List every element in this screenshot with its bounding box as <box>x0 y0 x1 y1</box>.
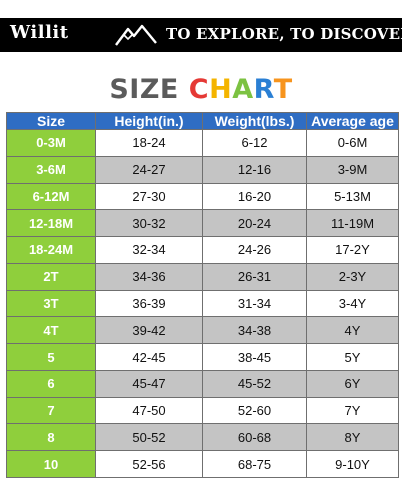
size-cell: 3T <box>6 289 96 318</box>
weight-cell: 45-52 <box>202 369 307 398</box>
height-cell: 50-52 <box>95 423 203 452</box>
size-cell: 7 <box>6 396 96 425</box>
size-cell: 4T <box>6 316 96 345</box>
table-row: 6-12M 27-30 16-20 5-13M <box>6 182 399 211</box>
size-cell: 2T <box>6 262 96 291</box>
size-cell: 0-3M <box>6 129 96 157</box>
size-chart-table: Size Height(in.) Weight(lbs.) Average ag… <box>6 112 399 478</box>
height-cell: 42-45 <box>95 343 203 371</box>
age-cell: 4Y <box>306 316 399 345</box>
age-cell: 17-2Y <box>306 236 399 264</box>
height-cell: 52-56 <box>95 450 203 478</box>
age-cell: 9-10Y <box>306 450 399 478</box>
height-cell: 27-30 <box>95 182 203 211</box>
weight-cell: 12-16 <box>202 155 307 184</box>
weight-cell: 6-12 <box>202 129 307 157</box>
height-cell: 32-34 <box>95 236 203 264</box>
weight-cell: 60-68 <box>202 423 307 452</box>
title-letter: A <box>232 74 254 105</box>
brand-banner: Willit TO EXPLORE, TO DISCOVER <box>0 18 402 52</box>
weight-cell: 52-60 <box>202 396 307 425</box>
weight-cell: 31-34 <box>202 289 307 318</box>
age-cell: 0-6M <box>306 129 399 157</box>
age-cell: 3-9M <box>306 155 399 184</box>
header-age: Average age <box>306 112 399 130</box>
height-cell: 34-36 <box>95 262 203 291</box>
table-row: 4T 39-42 34-38 4Y <box>6 316 399 345</box>
weight-cell: 68-75 <box>202 450 307 478</box>
table-body: 0-3M 18-24 6-12 0-6M 3-6M 24-27 12-16 3-9M 6-12M… <box>6 129 399 478</box>
table-row: 3-6M 24-27 12-16 3-9M <box>6 155 399 184</box>
size-cell: 12-18M <box>6 209 96 238</box>
age-cell: 11-19M <box>306 209 399 238</box>
table-row: 6 45-47 45-52 6Y <box>6 369 399 398</box>
age-cell: 7Y <box>306 396 399 425</box>
title-letter: C <box>188 74 210 105</box>
age-cell: 5-13M <box>306 182 399 211</box>
table-row: 7 47-50 52-60 7Y <box>6 396 399 425</box>
header-weight: Weight(lbs.) <box>202 112 307 130</box>
age-cell: 5Y <box>306 343 399 371</box>
table-row: 3T 36-39 31-34 3-4Y <box>6 289 399 318</box>
table-row: 2T 34-36 26-31 2-3Y <box>6 262 399 291</box>
table-row: 5 42-45 38-45 5Y <box>6 343 399 371</box>
age-cell: 3-4Y <box>306 289 399 318</box>
height-cell: 30-32 <box>95 209 203 238</box>
brand-tagline: TO EXPLORE, TO DISCOVER <box>166 25 402 43</box>
header-size: Size <box>6 112 96 130</box>
title-letter: T <box>273 74 293 105</box>
height-cell: 36-39 <box>95 289 203 318</box>
title-letter: R <box>253 74 274 105</box>
height-cell: 39-42 <box>95 316 203 345</box>
table-header-row: Size Height(in.) Weight(lbs.) Average ag… <box>6 112 399 130</box>
title-letter: H <box>209 74 233 105</box>
brand-logo: Willit <box>10 22 69 43</box>
table-row: 12-18M 30-32 20-24 11-19M <box>6 209 399 238</box>
age-cell: 2-3Y <box>306 262 399 291</box>
height-cell: 47-50 <box>95 396 203 425</box>
age-cell: 8Y <box>306 423 399 452</box>
header-height: Height(in.) <box>95 112 203 130</box>
page-title: SIZE CHART <box>0 74 402 105</box>
height-cell: 24-27 <box>95 155 203 184</box>
title-word-chart: CHART <box>189 74 293 105</box>
height-cell: 18-24 <box>95 129 203 157</box>
table-row: 0-3M 18-24 6-12 0-6M <box>6 129 399 157</box>
weight-cell: 38-45 <box>202 343 307 371</box>
size-cell: 5 <box>6 343 96 371</box>
size-cell: 6 <box>6 369 96 398</box>
weight-cell: 16-20 <box>202 182 307 211</box>
size-cell: 18-24M <box>6 236 96 264</box>
age-cell: 6Y <box>306 369 399 398</box>
title-word-size: SIZE <box>109 74 179 105</box>
size-cell: 3-6M <box>6 155 96 184</box>
mountain-icon <box>115 24 157 46</box>
table-row: 8 50-52 60-68 8Y <box>6 423 399 452</box>
size-cell: 6-12M <box>6 182 96 211</box>
size-cell: 10 <box>6 450 96 478</box>
table-row: 10 52-56 68-75 9-10Y <box>6 450 399 478</box>
size-cell: 8 <box>6 423 96 452</box>
weight-cell: 34-38 <box>202 316 307 345</box>
weight-cell: 24-26 <box>202 236 307 264</box>
weight-cell: 20-24 <box>202 209 307 238</box>
weight-cell: 26-31 <box>202 262 307 291</box>
table-row: 18-24M 32-34 24-26 17-2Y <box>6 236 399 264</box>
height-cell: 45-47 <box>95 369 203 398</box>
